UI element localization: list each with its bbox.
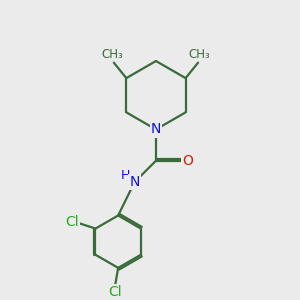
Text: H: H <box>120 169 130 182</box>
Text: CH₃: CH₃ <box>189 48 211 61</box>
Text: Cl: Cl <box>65 215 79 229</box>
Text: N: N <box>129 175 140 189</box>
Text: N: N <box>151 122 161 136</box>
Text: CH₃: CH₃ <box>101 48 123 61</box>
Text: Cl: Cl <box>108 285 122 299</box>
Text: O: O <box>182 154 193 168</box>
